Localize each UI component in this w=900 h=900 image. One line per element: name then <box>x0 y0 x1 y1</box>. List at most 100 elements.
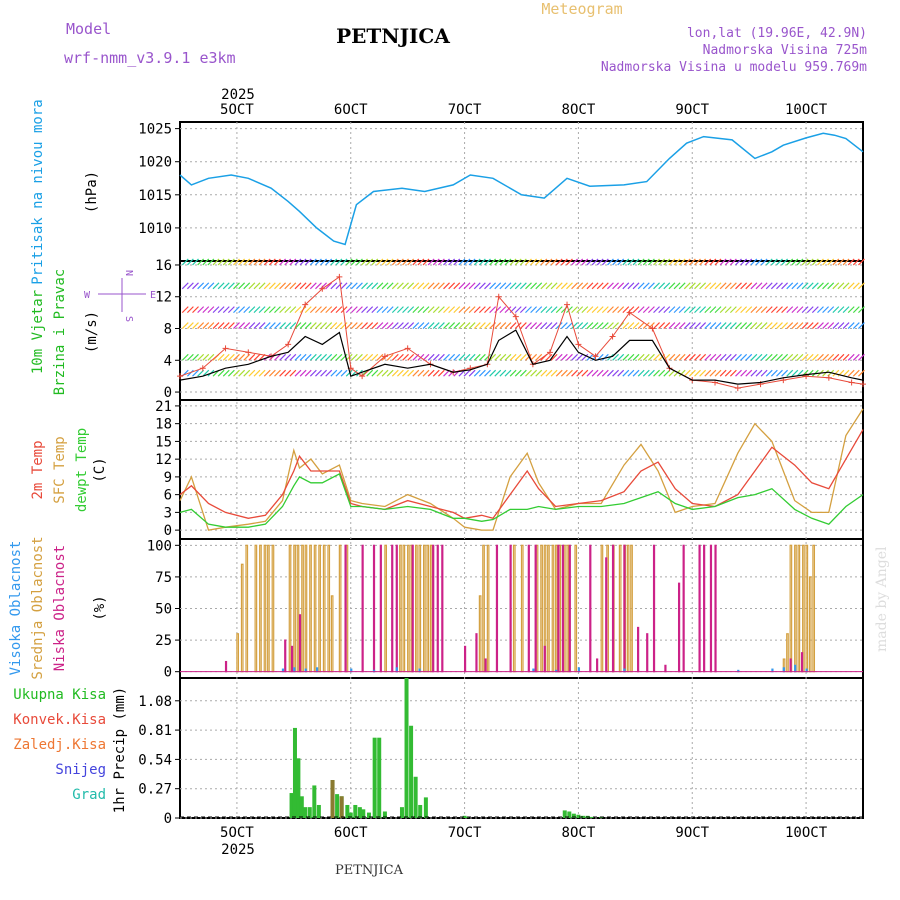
mid-cloud-bar <box>402 544 406 673</box>
wind-barb <box>566 369 573 377</box>
wind-barb <box>642 258 650 266</box>
wind-barb <box>755 282 763 290</box>
wind-barb <box>391 353 399 361</box>
bottom-tick-label: 9OCT <box>675 825 709 841</box>
wind-barb <box>673 369 681 377</box>
wind-barb <box>586 322 594 329</box>
wind-barb <box>335 369 343 377</box>
wind-barb <box>509 322 517 329</box>
wind-barb <box>770 353 778 361</box>
wind-barb <box>591 306 599 314</box>
total-rain-bar <box>462 815 467 818</box>
wind-barb <box>376 369 384 377</box>
wind-barb <box>663 282 671 290</box>
wind-label-1: 10m Vjetar <box>30 290 46 374</box>
wind-barb <box>612 322 619 329</box>
wind-barb <box>642 369 650 377</box>
mid-cloud-bar <box>318 544 321 673</box>
wind-barb <box>514 258 522 266</box>
low-cloud-bar <box>290 645 294 673</box>
wind-barb <box>781 322 789 329</box>
wind-barb <box>325 369 333 377</box>
wind-barb <box>811 322 819 329</box>
wind-barb <box>345 258 353 266</box>
low-cloud-bar <box>484 658 487 673</box>
wind-barb <box>781 282 789 290</box>
wind-barb <box>514 306 522 314</box>
wind-barb <box>248 258 256 266</box>
wind-barb <box>740 258 748 266</box>
wind-barb <box>478 282 486 290</box>
top-tick-label: 7OCT <box>448 102 482 118</box>
wind-barb <box>294 322 302 329</box>
ytick-label: 12 <box>155 290 172 306</box>
wind-barb <box>376 282 384 290</box>
wind-barb <box>591 282 599 290</box>
total-rain-bar <box>296 758 301 818</box>
total-rain-bar <box>423 797 428 818</box>
ytick-label: 15 <box>155 434 172 450</box>
wind-barb <box>202 282 210 290</box>
wind-barb <box>530 306 538 314</box>
wind-barb <box>478 369 486 377</box>
wind-barb <box>509 353 517 361</box>
wind-barb <box>463 322 471 329</box>
wind-barb <box>402 353 409 361</box>
wind-barb <box>207 282 215 290</box>
wind-barb <box>315 282 322 290</box>
wind-barb <box>519 322 527 329</box>
wind-barb <box>735 369 742 377</box>
wind-barb <box>714 282 722 290</box>
wind-barb <box>632 353 640 361</box>
mid-cloud-bar <box>423 544 426 673</box>
wind-barb <box>279 369 287 377</box>
wind-barb <box>202 353 210 361</box>
wind-barb <box>309 369 317 377</box>
wind-barb <box>642 282 650 290</box>
wind-barb <box>478 353 486 361</box>
low-cloud-bar <box>714 544 717 673</box>
wind-barb <box>437 282 445 290</box>
wind-barb <box>673 258 681 266</box>
model-name: wrf-nmm_v3.9.1 e3km <box>64 49 236 67</box>
wind-barb <box>770 369 778 377</box>
mid-cloud-bar <box>240 563 244 673</box>
mid-cloud-bar <box>547 544 550 673</box>
wind-barb <box>858 282 865 290</box>
wind-barb <box>822 306 830 314</box>
wind-barb <box>238 258 246 266</box>
wind-barb <box>381 369 389 377</box>
wind-barb <box>453 306 461 314</box>
wind-barb <box>202 306 210 314</box>
wind-barb <box>642 322 650 329</box>
wind-barb <box>468 282 476 290</box>
wind-gust-marker <box>546 349 553 356</box>
wind-barb <box>617 258 625 266</box>
wind-barb <box>786 369 794 377</box>
wind-barb <box>330 306 338 314</box>
wind-barb <box>817 282 824 290</box>
wind-barb <box>494 258 502 266</box>
low-cloud-bar <box>527 544 530 673</box>
mid-cloud-bar <box>512 544 516 673</box>
wind-barb <box>381 306 389 314</box>
wind-barb <box>842 282 850 290</box>
wind-barb <box>268 369 276 377</box>
total-rain-bar <box>409 725 414 818</box>
wind-barb <box>755 258 763 266</box>
wind-barb <box>632 306 640 314</box>
wind-barb <box>555 282 563 290</box>
ytick-label: 1020 <box>138 155 172 171</box>
wind-barb <box>248 369 256 377</box>
wind-barb <box>612 282 619 290</box>
wind-barb <box>658 369 666 377</box>
precip-legend-conv: Konvek.Kisa <box>13 712 106 728</box>
wind-barb <box>709 369 717 377</box>
wind-barb <box>781 258 789 266</box>
wind-barb <box>519 369 527 377</box>
wind-barb <box>243 369 251 377</box>
wind-barb <box>622 258 630 266</box>
wind-barb <box>770 258 778 266</box>
wind-barb <box>345 282 353 290</box>
wind-barb <box>750 322 758 329</box>
